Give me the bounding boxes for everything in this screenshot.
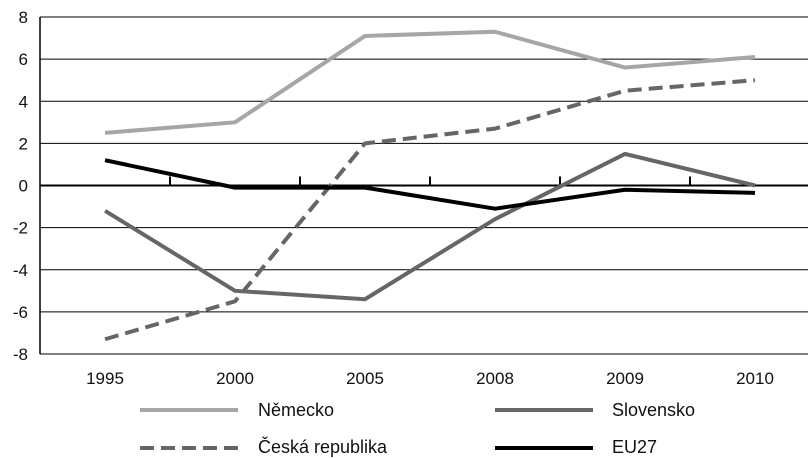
y-tick-label: 2 [19,134,28,153]
y-axis-tick-labels: 8 6 4 2 0 -2 -4 -6 -8 [13,8,28,364]
y-tick-label: -4 [13,261,28,280]
legend-item: Česká republika [140,436,388,457]
legend-label: EU27 [612,437,657,457]
y-tick-label: 6 [19,50,28,69]
series-lines [103,29,756,342]
legend-item: Slovensko [495,400,695,420]
y-tick-label: -8 [13,345,28,364]
series-line-eu27 [104,158,756,211]
y-tick-label: -2 [13,219,28,238]
legend-item: Německo [140,400,334,420]
x-tick-label: 2005 [346,369,384,388]
x-tick-label: 2009 [606,369,644,388]
y-tick-label: 0 [19,177,28,196]
gridlines [40,16,808,355]
x-axis-tick-labels: 1995 2000 2005 2008 2009 2010 [86,369,774,388]
legend-label: Slovensko [612,400,695,420]
series-line-česká-republika [104,78,756,342]
series-line-slovensko [103,151,756,302]
legend-item: EU27 [495,437,657,457]
series-line-německo [104,29,756,135]
legend-label: Německo [258,400,334,420]
y-tick-label: 4 [19,92,28,111]
y-tick-label: -6 [13,303,28,322]
x-tick-label: 1995 [86,369,124,388]
legend-label: Česká republika [258,436,388,457]
x-tick-label: 2008 [476,369,514,388]
x-tick-label: 2010 [736,369,774,388]
x-tick-label: 2000 [216,369,254,388]
axes [39,17,808,354]
legend: Německo Slovensko Česká republika EU27 [140,400,695,457]
y-tick-label: 8 [19,8,28,27]
